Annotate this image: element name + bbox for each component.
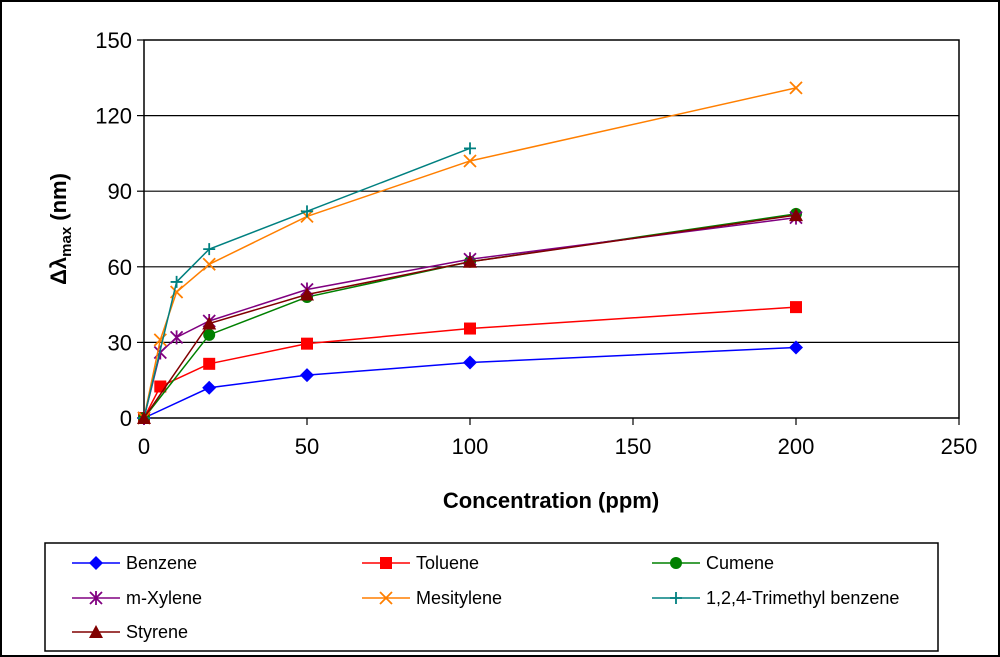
legend-item-toluene: Toluene xyxy=(362,553,479,573)
legend-marker xyxy=(380,557,392,569)
data-point-1-2-4-trimethyl-benzene xyxy=(203,243,216,256)
data-point-1-2-4-trimethyl-benzene xyxy=(301,205,313,218)
x-tick-label: 150 xyxy=(615,434,652,459)
legend-label: Cumene xyxy=(706,553,774,573)
legend-label: Benzene xyxy=(126,553,197,573)
data-point-styrene xyxy=(202,316,217,330)
plot-area-border xyxy=(143,39,960,419)
legend-item-benzene: Benzene xyxy=(72,553,197,573)
data-point-toluene xyxy=(790,301,802,314)
data-point-benzene xyxy=(202,380,217,395)
y-tick-label: 30 xyxy=(108,330,132,355)
data-point-cumene xyxy=(203,328,216,341)
data-point-mesitylene xyxy=(153,333,167,347)
data-point-styrene xyxy=(463,254,477,268)
data-point-mesitylene xyxy=(463,154,477,168)
legend-label: Toluene xyxy=(416,553,479,573)
x-axis-title: Concentration (ppm) xyxy=(443,488,659,513)
x-tick-label: 0 xyxy=(138,434,150,459)
x-tick-label: 200 xyxy=(778,434,815,459)
series-lines xyxy=(137,81,803,425)
axis-ticks: 0 30 60 90 120 150 0 50 100 150 200 250 xyxy=(95,28,977,459)
data-point-styrene xyxy=(300,287,314,301)
legend-marker xyxy=(379,591,393,605)
data-point-benzene xyxy=(463,355,477,370)
legend-marker xyxy=(89,591,103,605)
legend-marker xyxy=(670,592,682,604)
y-axis-title-main: Δλ xyxy=(46,257,71,285)
legend-box xyxy=(44,542,939,652)
y-axis-title-subscript: max xyxy=(58,226,75,257)
series-1-2-4-trimethyl-benzene xyxy=(138,142,476,424)
legend-label: Mesitylene xyxy=(416,588,502,608)
data-point-toluene xyxy=(301,337,313,350)
data-point-m-xylene xyxy=(169,330,184,345)
y-tick-label: 60 xyxy=(108,255,132,280)
series-benzene xyxy=(137,340,803,425)
gridlines xyxy=(144,114,959,343)
data-point-styrene xyxy=(137,411,151,424)
legend-item-cumene: Cumene xyxy=(652,553,774,573)
y-tick-label: 150 xyxy=(95,28,132,53)
legend-item-styrene: Styrene xyxy=(72,622,188,642)
legend-item-1-2-4-trimethyl-benzene: 1,2,4-Trimethyl benzene xyxy=(652,588,899,608)
legend: Benzene Toluene Cumene m-Xylene Mesitylene 1,… xyxy=(72,553,899,642)
series-styrene xyxy=(137,208,803,424)
legend-marker xyxy=(670,557,682,569)
legend-item-mesitylene: Mesitylene xyxy=(362,588,502,608)
data-point-1-2-4-trimethyl-benzene xyxy=(464,142,476,155)
series-m-xylene xyxy=(137,210,803,425)
data-point-styrene xyxy=(789,208,803,222)
y-tick-label: 0 xyxy=(120,406,132,431)
series-cumene xyxy=(138,207,802,424)
y-tick-label: 120 xyxy=(95,104,132,129)
legend-marker xyxy=(89,556,103,570)
data-point-benzene xyxy=(789,340,803,355)
data-point-mesitylene xyxy=(202,257,216,271)
series-line-styrene xyxy=(143,214,797,419)
data-point-toluene xyxy=(203,357,216,370)
x-tick-label: 50 xyxy=(295,434,319,459)
legend-label: m-Xylene xyxy=(126,588,202,608)
data-point-toluene xyxy=(464,322,476,335)
legend-label: 1,2,4-Trimethyl benzene xyxy=(706,588,899,608)
legend-marker xyxy=(89,625,103,638)
data-point-benzene xyxy=(300,368,314,383)
x-tick-label: 100 xyxy=(452,434,489,459)
y-axis-title: Δλmax (nm) xyxy=(46,173,75,285)
x-tick-label: 250 xyxy=(941,434,978,459)
series-line-cumene xyxy=(143,213,797,419)
data-point-mesitylene xyxy=(789,81,803,95)
data-point-1-2-4-trimethyl-benzene xyxy=(170,275,183,288)
legend-item-m-xylene: m-Xylene xyxy=(72,588,202,608)
y-tick-label: 90 xyxy=(108,179,132,204)
y-axis-title-unit: (nm) xyxy=(46,173,71,227)
legend-label: Styrene xyxy=(126,622,188,642)
